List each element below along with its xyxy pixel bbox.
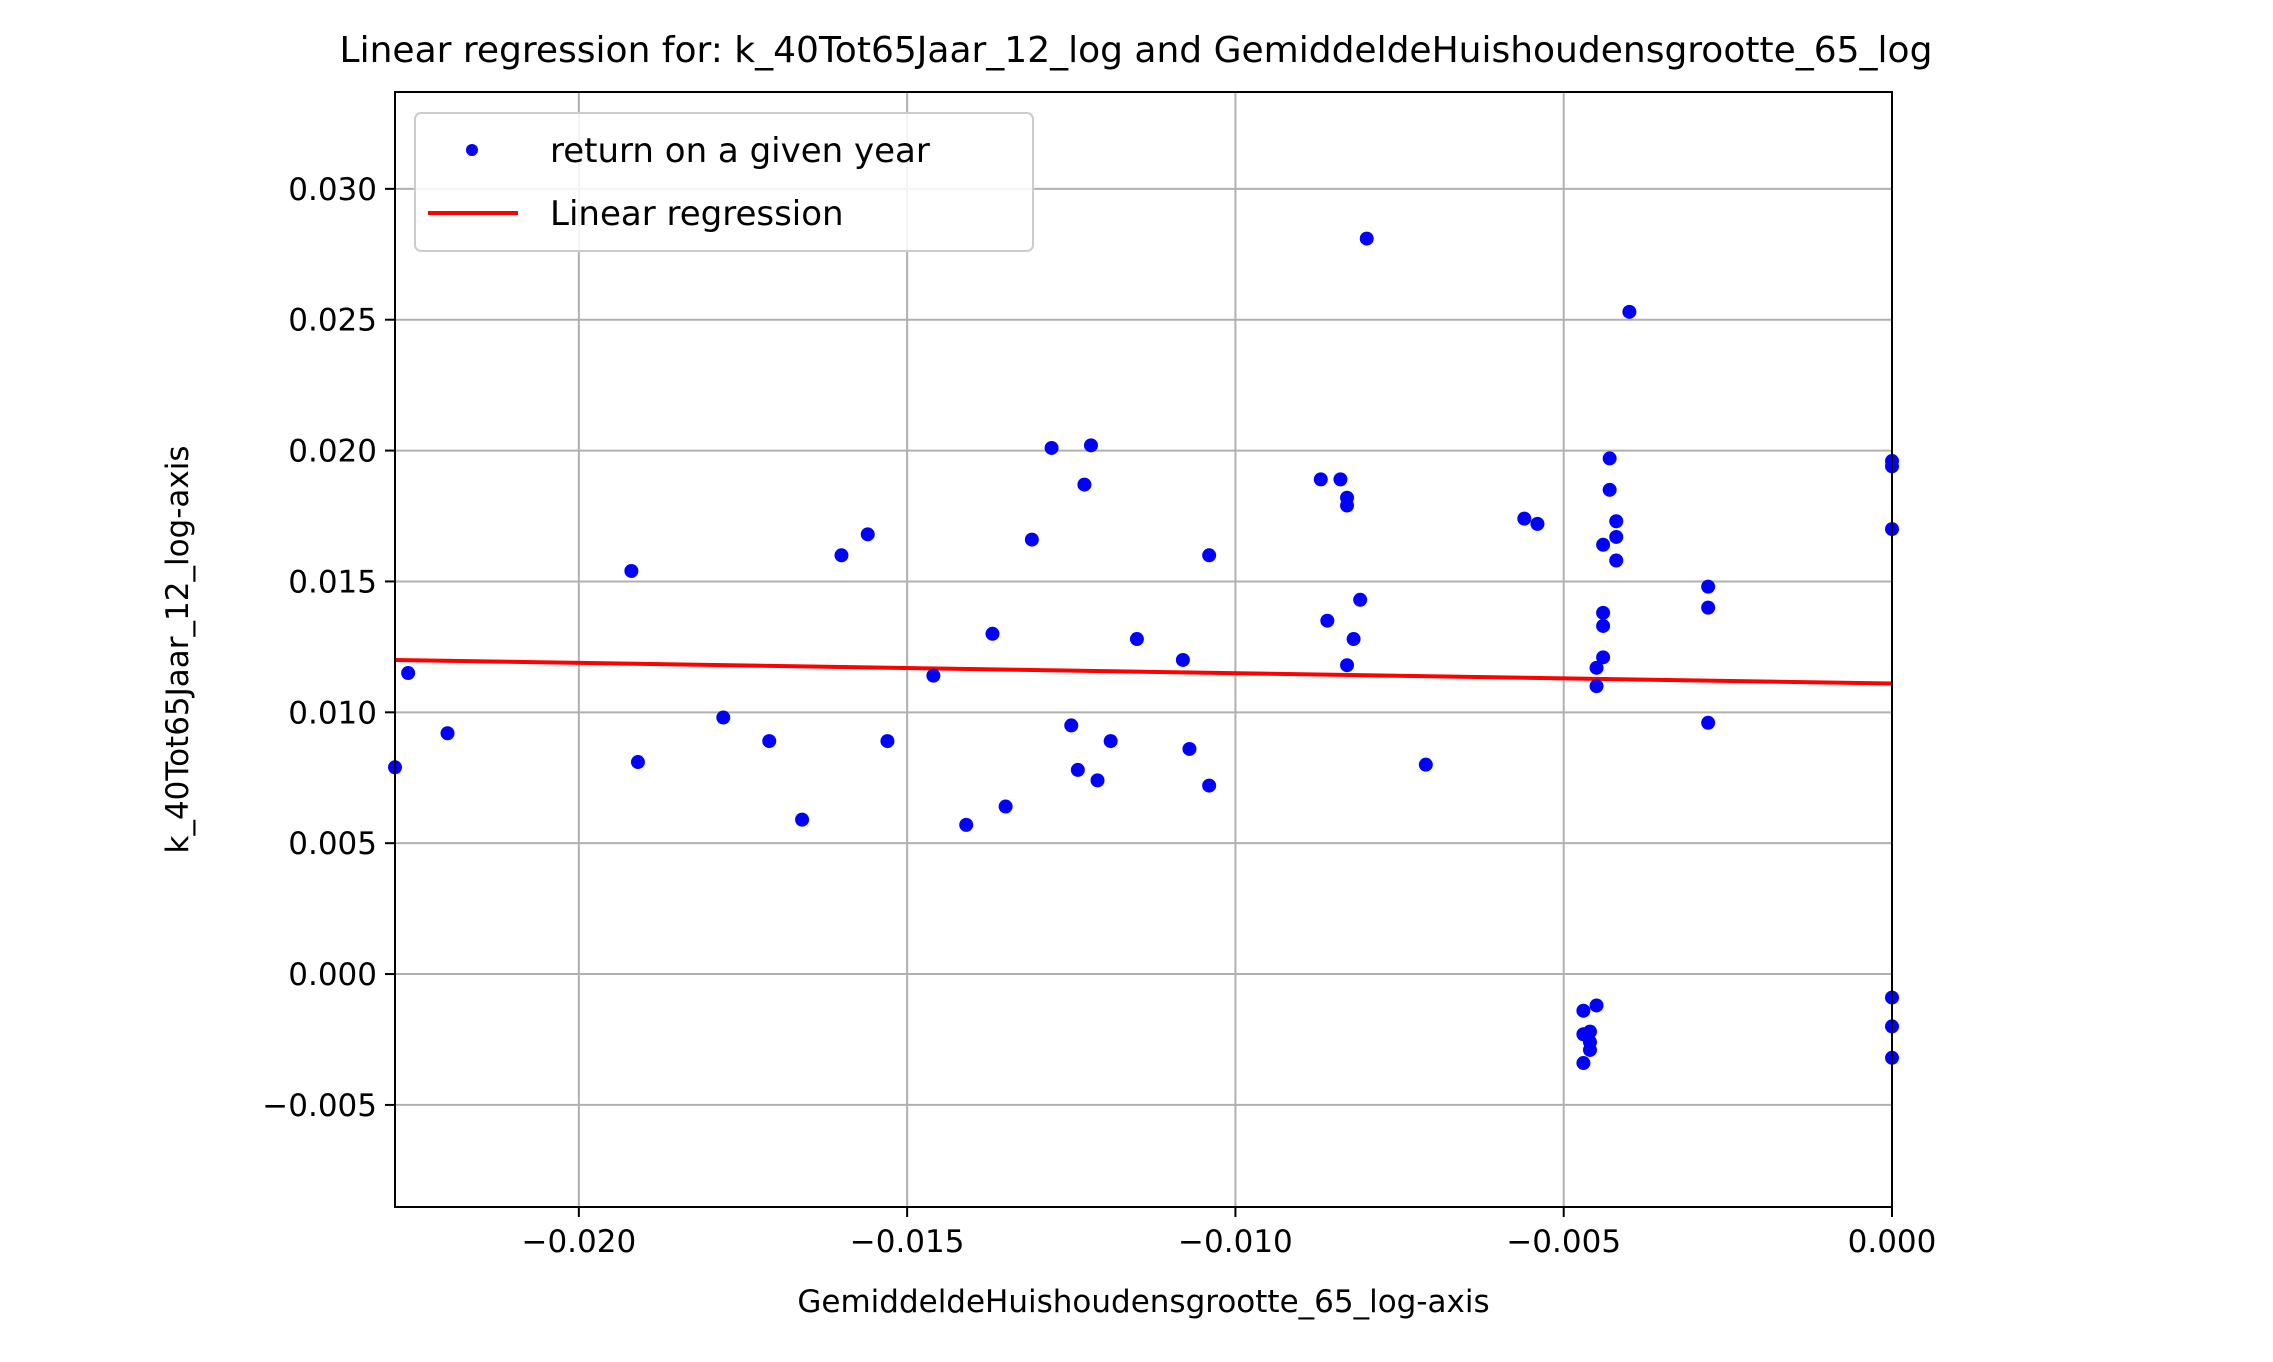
y-tick-label: −0.005 [262,1088,377,1124]
data-point [1589,660,1604,675]
x-tick-label: −0.005 [1506,1224,1621,1260]
data-point [1340,490,1355,505]
data-point [1596,537,1611,552]
data-point [1517,511,1532,526]
data-point [1340,658,1355,673]
data-point [1582,1042,1597,1057]
data-point [1602,482,1617,497]
data-point [1129,632,1144,647]
y-tick-label: 0.030 [288,172,377,208]
data-point [1320,613,1335,628]
data-point [998,799,1013,814]
y-tick-label: 0.010 [288,695,377,731]
data-point [1359,231,1374,246]
data-point [630,755,645,770]
data-point [716,710,731,725]
data-point [1589,679,1604,694]
x-tick-label: −0.015 [850,1224,965,1260]
data-point [1182,741,1197,756]
data-point [1070,762,1085,777]
data-point [1622,304,1637,319]
data-point [1044,440,1059,455]
data-point [1609,553,1624,568]
x-axis-label: GemiddeldeHuishoudensgrootte_65_log-axis [797,1284,1489,1320]
data-point [1313,472,1328,487]
data-point [1609,514,1624,529]
data-point [762,734,777,749]
grid-lines [395,92,1893,1207]
data-point [1576,1056,1591,1071]
data-point [926,668,941,683]
data-point [1582,1024,1597,1039]
x-tick-label: 0.000 [1848,1224,1937,1260]
data-point [1596,618,1611,633]
y-tick-label: 0.005 [288,826,377,862]
data-point [1596,605,1611,620]
data-point [1083,438,1098,453]
data-point [1418,757,1433,772]
data-point [795,812,810,827]
data-point [1589,998,1604,1013]
data-point [1103,734,1118,749]
y-tick-label: 0.000 [288,957,377,993]
y-tick-label: 0.020 [288,434,377,470]
regression-line [394,657,1893,686]
data-point [440,726,455,741]
data-point [1576,1003,1591,1018]
data-point [1596,650,1611,665]
data-point [1202,548,1217,563]
axis-ticks: −0.020 −0.015 −0.010 −0.005 0.000 −0.005 0.000… [262,172,1936,1260]
data-point [401,666,416,681]
data-point [1333,472,1348,487]
legend-label-scatter: return on a given year [550,131,930,171]
data-point [1602,451,1617,466]
y-tick-label: 0.015 [288,564,377,600]
data-point [959,817,974,832]
data-point [880,734,895,749]
data-point [1024,532,1039,547]
legend-label-line: Linear regression [550,194,844,234]
plot-area [395,92,1892,1207]
data-point [1609,529,1624,544]
data-point [985,626,1000,641]
y-tick-label: 0.025 [288,303,377,339]
data-point [1077,477,1092,492]
chart-title: Linear regression for: k_40Tot65Jaar_12_… [340,30,1933,71]
data-point [1064,718,1079,733]
y-axis-label: k_40Tot65Jaar_12_log-axis [160,445,196,853]
series-layer [388,231,1899,1071]
legend: return on a given year Linear regression [414,112,1034,252]
data-point [1353,592,1368,607]
data-point [1202,778,1217,793]
x-tick-label: −0.010 [1178,1224,1293,1260]
data-point [860,527,875,542]
data-point [1090,773,1105,788]
data-point [1346,632,1361,647]
legend-marker-scatter [466,144,478,156]
data-point [1701,579,1716,594]
legend-box [414,112,1034,252]
data-point [834,548,849,563]
plot-frame [394,91,1893,1208]
x-tick-label: −0.020 [521,1224,636,1260]
data-point [1175,652,1190,667]
data-point [1530,516,1545,531]
data-point [624,563,639,578]
data-point [1701,600,1716,615]
data-point [1701,715,1716,730]
